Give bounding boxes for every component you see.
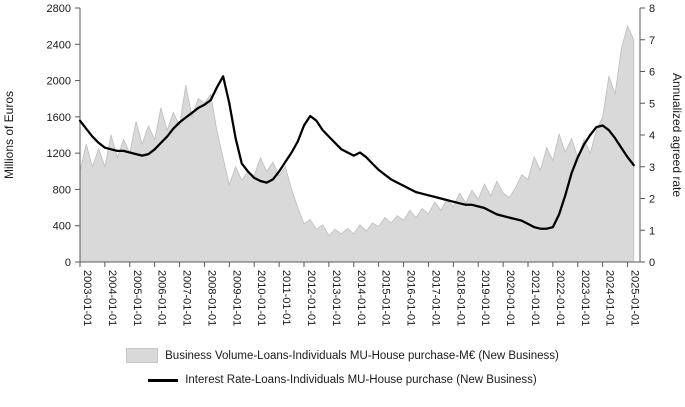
right-axis-title: Annualized agreed rate — [670, 72, 684, 198]
x-tick-label: 2020-01-01 — [504, 270, 516, 326]
y-left-tick-label: 2000 — [47, 76, 71, 88]
x-tick-label: 2016-01-01 — [405, 270, 417, 326]
y-right-tick-label: 5 — [649, 98, 655, 110]
x-tick-label: 2003-01-01 — [81, 270, 93, 326]
x-tick-label: 2025-01-01 — [629, 270, 641, 326]
x-tick-label: 2024-01-01 — [604, 270, 616, 326]
volume-series-swatch — [126, 348, 159, 363]
y-right-tick-label: 3 — [649, 162, 655, 174]
y-left-tick-label: 1600 — [47, 112, 71, 124]
y-right-tick-label: 8 — [649, 3, 655, 15]
y-right-tick-label: 0 — [649, 257, 655, 269]
x-tick-label: 2019-01-01 — [479, 270, 491, 326]
x-tick-label: 2010-01-01 — [255, 270, 267, 326]
y-right-tick-label: 2 — [649, 194, 655, 206]
x-tick-label: 2015-01-01 — [380, 270, 392, 326]
x-tick-label: 2004-01-01 — [106, 270, 118, 326]
x-tick-label: 2012-01-01 — [305, 270, 317, 326]
rate-series-swatch — [148, 378, 179, 382]
x-tick-label: 2006-01-01 — [156, 270, 168, 326]
y-right-tick-label: 7 — [649, 35, 655, 47]
legend-item-volume: Business Volume-Loans-Individuals MU-Hou… — [126, 348, 559, 363]
legend-item-rate: Interest Rate-Loans-Individuals MU-House… — [148, 374, 537, 386]
x-tick-label: 2022-01-01 — [554, 270, 566, 326]
y-left-tick-label: 800 — [53, 184, 71, 196]
x-tick-label: 2023-01-01 — [579, 270, 591, 326]
y-left-tick-label: 2800 — [47, 3, 71, 15]
y-right-tick-label: 6 — [649, 67, 655, 79]
y-left-tick-label: 1200 — [47, 148, 71, 160]
x-tick-label: 2005-01-01 — [131, 270, 143, 326]
y-right-tick-label: 1 — [649, 225, 655, 237]
y-left-tick-label: 2400 — [47, 39, 71, 51]
y-left-tick-label: 400 — [53, 221, 71, 233]
rate-line — [78, 75, 635, 230]
y-right-tick-label: 4 — [649, 130, 655, 142]
y-left-tick-label: 0 — [65, 257, 71, 269]
x-tick-label: 2007-01-01 — [181, 270, 193, 326]
volume-series-label: Business Volume-Loans-Individuals MU-Hou… — [165, 349, 559, 362]
volume-area — [79, 24, 635, 263]
x-tick-label: 2021-01-01 — [529, 270, 541, 326]
plot-area: 0 400 800 1200 1600 2000 2400 2800 0 1 2 3 4 5 6 7 8 2003… — [47, 3, 656, 326]
legend: Business Volume-Loans-Individuals MU-Hou… — [0, 348, 685, 386]
x-tick-label: 2014-01-01 — [355, 270, 367, 326]
rate-series-label: Interest Rate-Loans-Individuals MU-House… — [185, 374, 537, 386]
x-tick-label: 2009-01-01 — [230, 270, 242, 326]
x-tick-label: 2013-01-01 — [330, 270, 342, 326]
x-tick-label: 2018-01-01 — [454, 270, 466, 326]
x-tick-label: 2008-01-01 — [205, 270, 217, 326]
x-tick-label: 2017-01-01 — [429, 270, 441, 326]
x-tick-label: 2011-01-01 — [280, 270, 292, 325]
